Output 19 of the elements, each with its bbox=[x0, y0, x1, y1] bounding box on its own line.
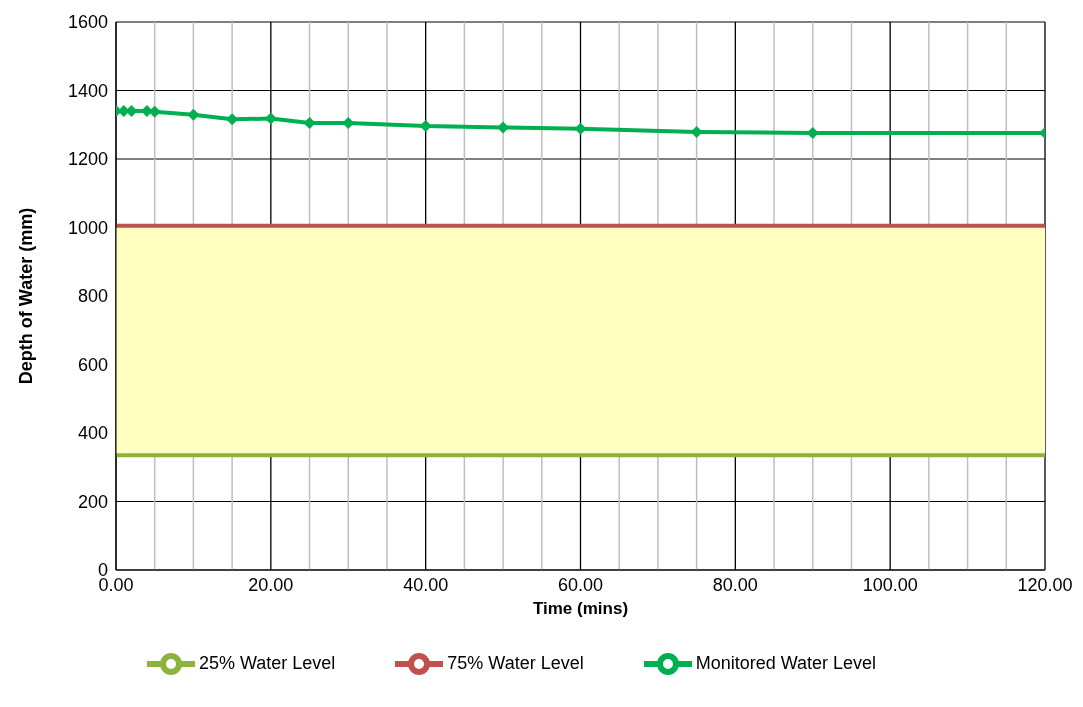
x-tick-label: 60.00 bbox=[557, 574, 604, 595]
y-tick-label: 200 bbox=[77, 491, 108, 512]
x-axis-title: Time (mins) bbox=[532, 599, 629, 619]
y-tick-label: 800 bbox=[77, 286, 108, 307]
x-tick-label: 120.00 bbox=[1017, 574, 1073, 595]
y-tick-label: 1600 bbox=[67, 12, 108, 33]
y-tick-label: 600 bbox=[77, 354, 108, 375]
y-axis-title: Depth of Water (mm) bbox=[16, 207, 37, 385]
x-tick-label: 80.00 bbox=[712, 574, 758, 595]
x-tick-label: 100.00 bbox=[862, 574, 918, 595]
legend-label: 25% Water Level bbox=[198, 652, 336, 673]
y-tick-label: 1000 bbox=[67, 217, 108, 238]
legend-label: 75% Water Level bbox=[447, 652, 584, 673]
y-tick-label: 1200 bbox=[67, 149, 108, 170]
legend-label: Monitored Water Level bbox=[695, 652, 877, 673]
y-tick-label: 1400 bbox=[67, 80, 108, 101]
x-tick-label: 40.00 bbox=[403, 574, 449, 595]
y-tick-label: 400 bbox=[77, 423, 108, 444]
x-tick-label: 20.00 bbox=[248, 574, 294, 595]
